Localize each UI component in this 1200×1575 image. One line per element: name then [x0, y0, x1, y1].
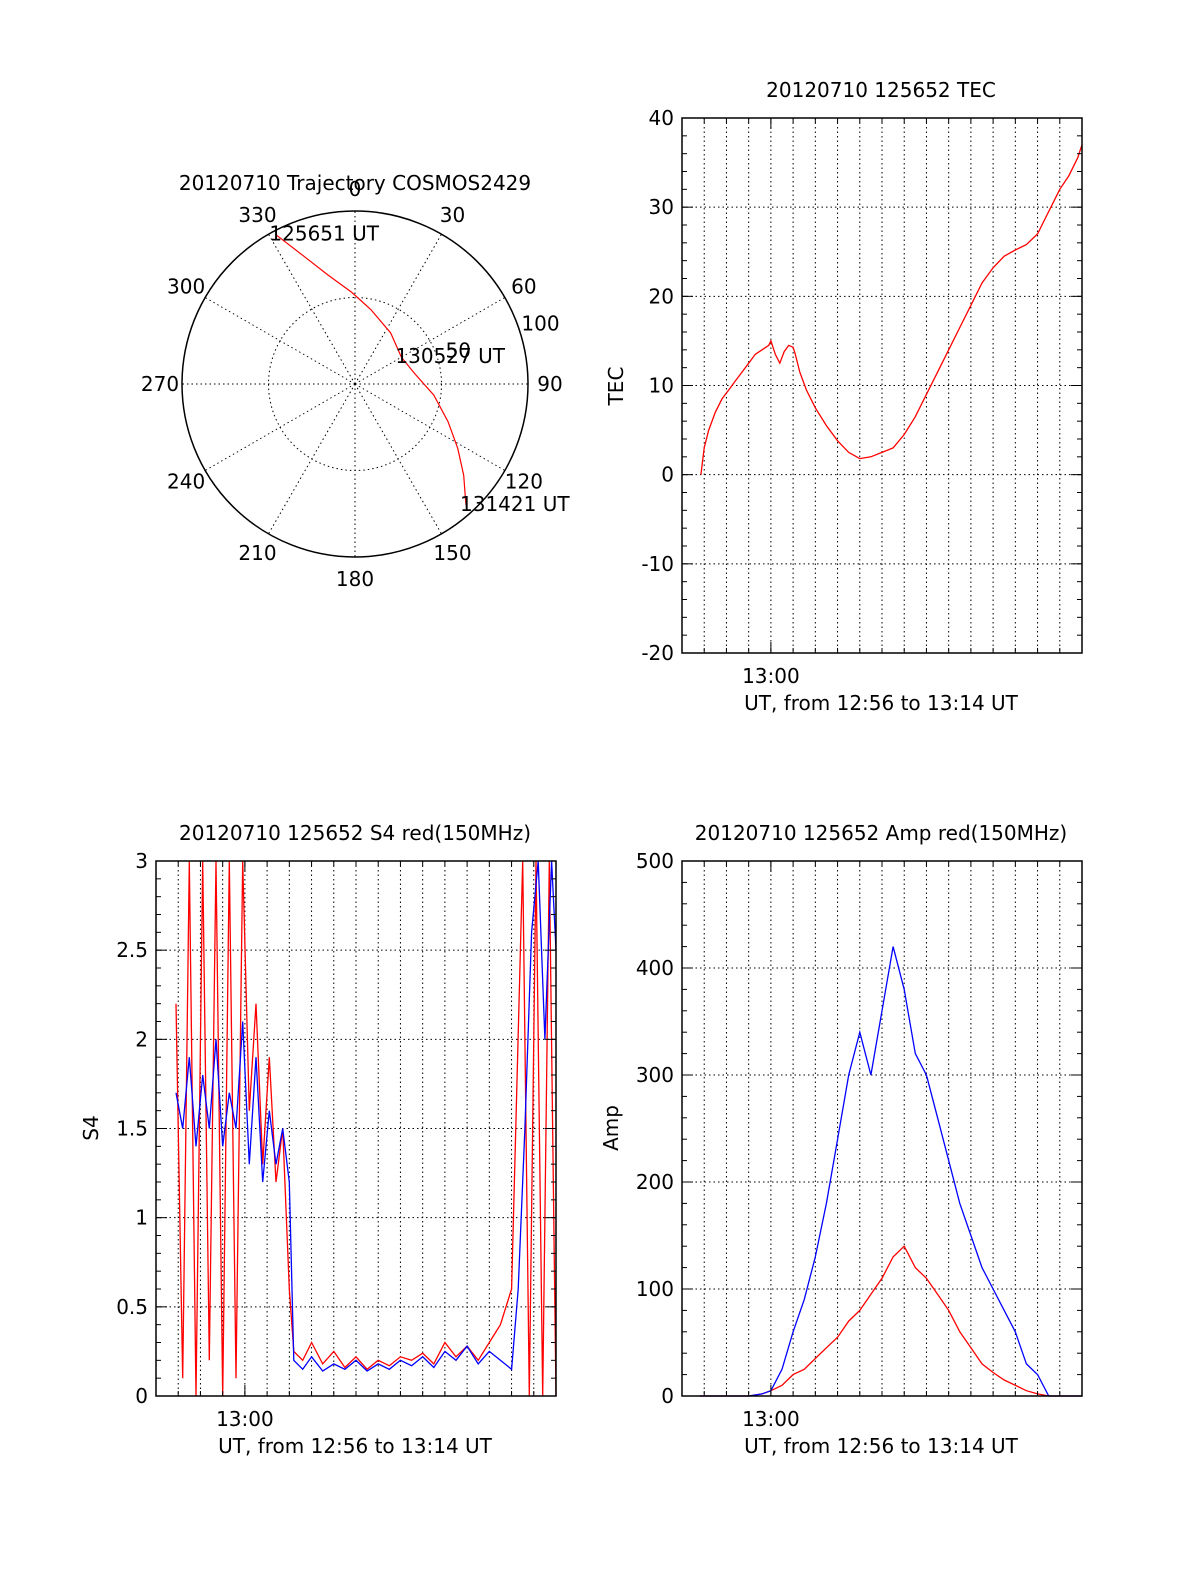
y-tick-label: 30 — [649, 195, 674, 219]
y-tick-label: 0 — [135, 1384, 148, 1408]
polar-spoke — [354, 297, 506, 385]
polar-outer-circle — [181, 210, 529, 558]
radial-tick-label: 100 — [521, 312, 559, 336]
x-tick-label: 13:00 — [742, 664, 800, 688]
y-tick-label: 500 — [636, 849, 674, 873]
polar-radial-labels: 50 100 — [445, 312, 559, 363]
y-tick-label: 0 — [661, 1384, 674, 1408]
series-line-1 — [699, 946, 1082, 1397]
amp-title: 20120710 125652 Amp red(150MHz) — [695, 821, 1067, 845]
amp-series — [699, 946, 1082, 1397]
polar-spoke — [354, 383, 442, 535]
azimuth-label: 30 — [440, 203, 465, 227]
y-tick-label: -10 — [641, 552, 674, 576]
amp-xlabel: UT, from 12:56 to 13:14 UT — [744, 1434, 1019, 1458]
azimuth-label: 60 — [511, 275, 536, 299]
polar-spoke — [204, 297, 356, 385]
trajectory-time-label: 131421 UT — [460, 492, 570, 516]
polar-title: 20120710 Trajectory COSMOS2429 — [179, 171, 531, 195]
s4-ylabel: S4 — [79, 1115, 103, 1140]
y-tick-label: -20 — [641, 641, 674, 665]
polar-spoke — [268, 233, 356, 385]
azimuth-label: 90 — [537, 372, 562, 396]
azimuth-label: 330 — [238, 203, 276, 227]
tec-ylabel: TEC — [604, 367, 628, 407]
tec-xlabel: UT, from 12:56 to 13:14 UT — [744, 691, 1019, 715]
y-tick-label: 10 — [649, 374, 674, 398]
y-tick-label: 0.5 — [116, 1295, 148, 1319]
polar-spoke — [268, 383, 356, 535]
trajectory-time-label: 130527 UT — [395, 344, 505, 368]
azimuth-label: 210 — [238, 541, 276, 565]
polar-grid — [181, 210, 529, 558]
y-tick-label: 200 — [636, 1170, 674, 1194]
azimuth-label: 240 — [167, 470, 205, 494]
x-tick-label: 13:00 — [216, 1407, 274, 1431]
amp-plot: 20120710 125652 Amp red(150MHz) 0 100 200 3… — [599, 821, 1083, 1458]
polar-series — [275, 233, 467, 506]
s4-title: 20120710 125652 S4 red(150MHz) — [179, 821, 531, 845]
amp-grid — [682, 861, 1082, 1396]
y-tick-label: 40 — [649, 106, 674, 130]
radial-tick-label: 50 — [445, 339, 470, 363]
amp-ylabel: Amp — [599, 1105, 623, 1151]
tec-axes: -20 -10 0 10 20 30 40 13:00 — [641, 106, 1083, 688]
trajectory-time-label: 125651 UT — [269, 221, 379, 245]
azimuth-label: 120 — [505, 470, 543, 494]
s4-xlabel: UT, from 12:56 to 13:14 UT — [218, 1434, 493, 1458]
y-tick-label: 1.5 — [116, 1117, 148, 1141]
azimuth-label: 0 — [349, 177, 362, 201]
series-line-0 — [175, 860, 557, 1397]
y-tick-label: 400 — [636, 956, 674, 980]
y-tick-label: 20 — [649, 284, 674, 308]
series-line-0 — [699, 1245, 1082, 1397]
y-tick-label: 300 — [636, 1063, 674, 1087]
polar-spoke — [204, 383, 356, 471]
series-line-1 — [175, 860, 557, 1372]
s4-plot: 20120710 125652 S4 red(150MHz) 0 0.5 1 1.5 2… — [79, 821, 557, 1458]
amp-axes: 0 100 200 300 400 500 13:00 — [636, 849, 1083, 1431]
polar-trajectory-plot: 20120710 Trajectory COSMOS2429 030609012… — [141, 171, 570, 591]
polar-spoke — [354, 383, 506, 471]
y-tick-label: 100 — [636, 1277, 674, 1301]
azimuth-label: 300 — [167, 275, 205, 299]
x-tick-label: 13:00 — [742, 1407, 800, 1431]
trajectory-line — [275, 233, 467, 506]
polar-spoke — [354, 233, 442, 385]
s4-grid — [156, 861, 556, 1396]
y-tick-label: 3 — [135, 849, 148, 873]
y-tick-label: 0 — [661, 463, 674, 487]
y-tick-label: 1 — [135, 1206, 148, 1230]
tec-grid — [682, 118, 1082, 653]
s4-axes: 0 0.5 1 1.5 2 2.5 3 13:00 — [116, 849, 557, 1431]
y-tick-label: 2 — [135, 1027, 148, 1051]
azimuth-label: 180 — [336, 567, 374, 591]
tec-title: 20120710 125652 TEC — [766, 78, 996, 102]
azimuth-label: 150 — [433, 541, 471, 565]
polar-azimuth-labels: 0 30 60 90 120 150 180 210 240 270 300 330 — [141, 177, 563, 591]
polar-annotations: 125651 UT 130527 UT 131421 UT — [269, 221, 570, 516]
s4-series — [175, 860, 557, 1397]
tec-plot: 20120710 125652 TEC -20 -10 0 10 20 30 40 13:00… — [604, 78, 1083, 715]
tec-series — [700, 144, 1083, 475]
y-tick-label: 2.5 — [116, 938, 148, 962]
azimuth-label: 270 — [141, 372, 179, 396]
series-line-0 — [700, 144, 1083, 475]
